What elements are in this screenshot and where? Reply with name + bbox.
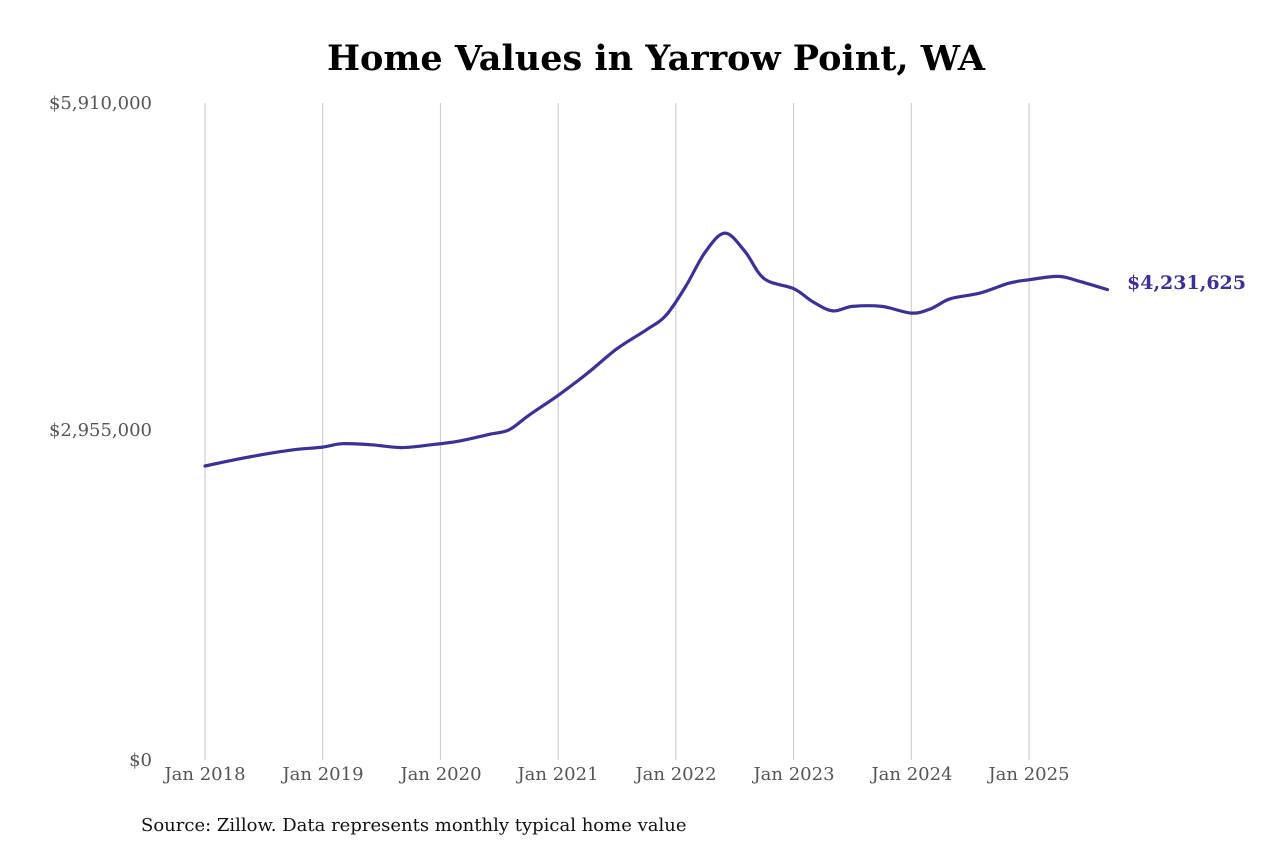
source-note: Source: Zillow. Data represents monthly … — [141, 815, 687, 836]
x-tick-label: Jan 2025 — [988, 764, 1070, 785]
x-tick-label: Jan 2019 — [282, 764, 364, 785]
chart-title: Home Values in Yarrow Point, WA — [326, 38, 986, 79]
vertical-gridlines — [204, 103, 1030, 760]
x-tick-label: Jan 2022 — [635, 764, 717, 785]
y-tick-label-top: $5,910,000 — [48, 93, 152, 114]
x-tick-label: Jan 2018 — [164, 764, 246, 785]
x-tick-label: Jan 2021 — [517, 764, 599, 785]
x-tick-label: Jan 2020 — [400, 764, 482, 785]
x-tick-label: Jan 2023 — [753, 764, 835, 785]
home-value-line — [203, 231, 1110, 468]
x-tick-label: Jan 2024 — [871, 764, 953, 785]
latest-value-label: $4,231,625 — [1127, 271, 1246, 294]
y-tick-label-zero: $0 — [129, 750, 152, 771]
y-tick-label-mid: $2,955,000 — [48, 420, 152, 441]
